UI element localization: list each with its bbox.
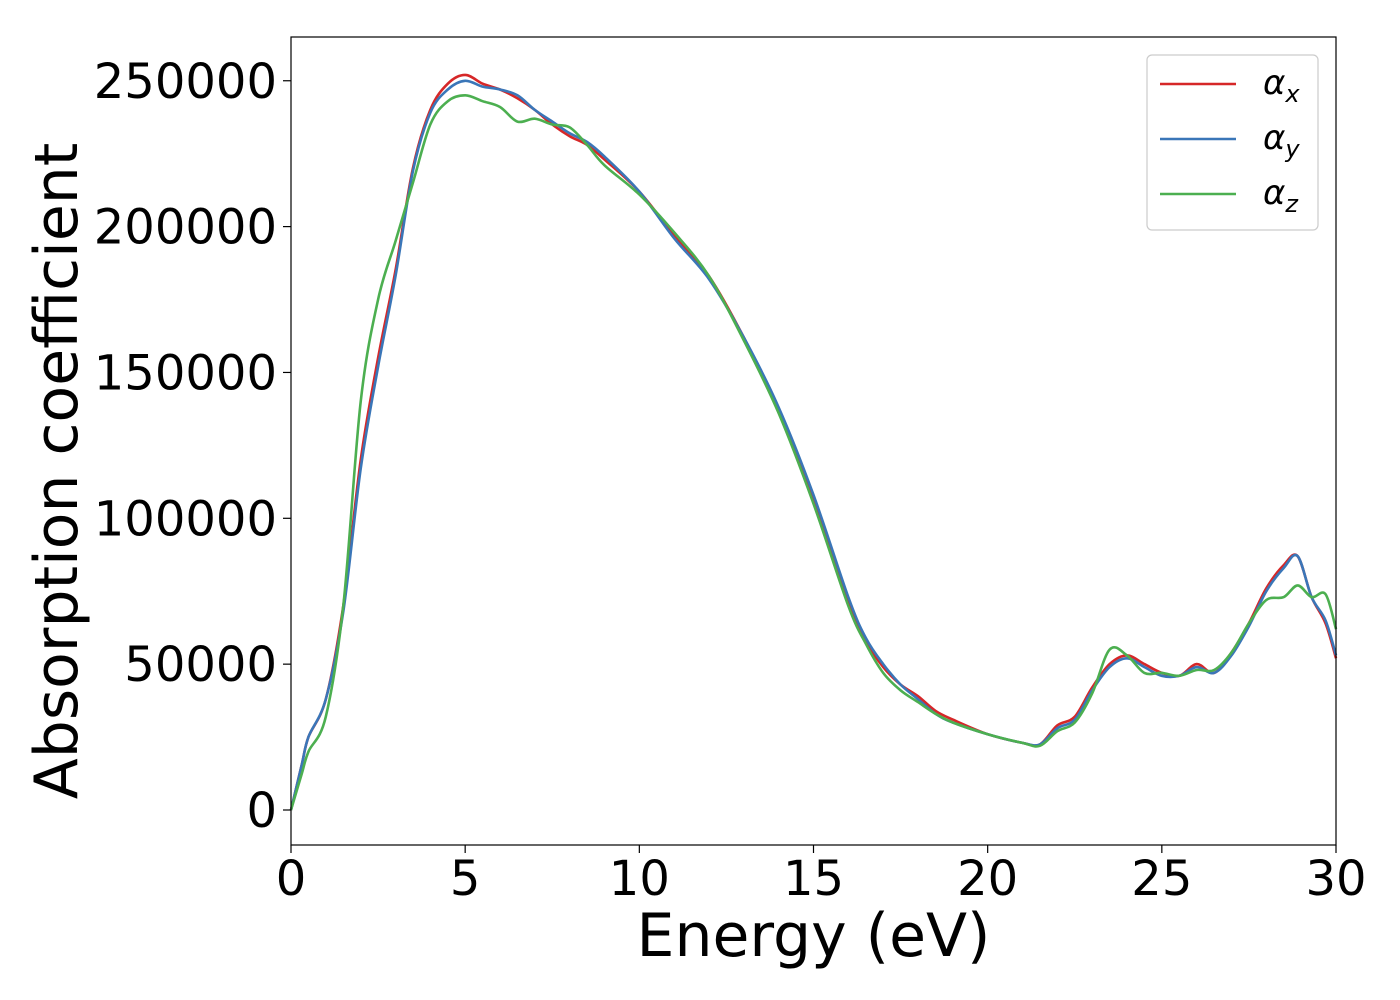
x-axis-title: Energy (eV) xyxy=(637,901,991,971)
y-tick-label: 200000 xyxy=(94,200,277,256)
x-tick-label: 20 xyxy=(957,851,1018,907)
x-tick-label: 5 xyxy=(450,851,481,907)
y-axis-title: Absorption coefficient xyxy=(22,143,92,800)
legend-label-z: αz xyxy=(1263,173,1299,218)
y-tick-label: 0 xyxy=(246,783,277,839)
legend: αx αy αz xyxy=(1146,54,1319,231)
series-line-z xyxy=(289,94,1338,811)
x-tick-label: 0 xyxy=(276,851,307,907)
y-tick-label: 100000 xyxy=(94,491,277,547)
y-tick-label: 50000 xyxy=(124,637,277,693)
x-tick-label: 25 xyxy=(1131,851,1192,907)
x-tick-label: 15 xyxy=(783,851,844,907)
y-tick-label: 150000 xyxy=(94,345,277,401)
x-tick-label: 10 xyxy=(609,851,670,907)
series-lines xyxy=(289,73,1338,811)
x-axis-ticks: 0 5 10 15 20 25 30 xyxy=(276,845,1367,907)
y-axis-ticks: 0 50000 100000 150000 200000 250000 xyxy=(94,54,291,839)
y-tick-label: 250000 xyxy=(94,54,277,110)
legend-label-y: αy xyxy=(1263,118,1300,163)
legend-box xyxy=(1146,54,1319,231)
series-line-y xyxy=(289,79,1338,811)
legend-label-x: αx xyxy=(1263,63,1300,108)
x-tick-label: 30 xyxy=(1305,851,1366,907)
